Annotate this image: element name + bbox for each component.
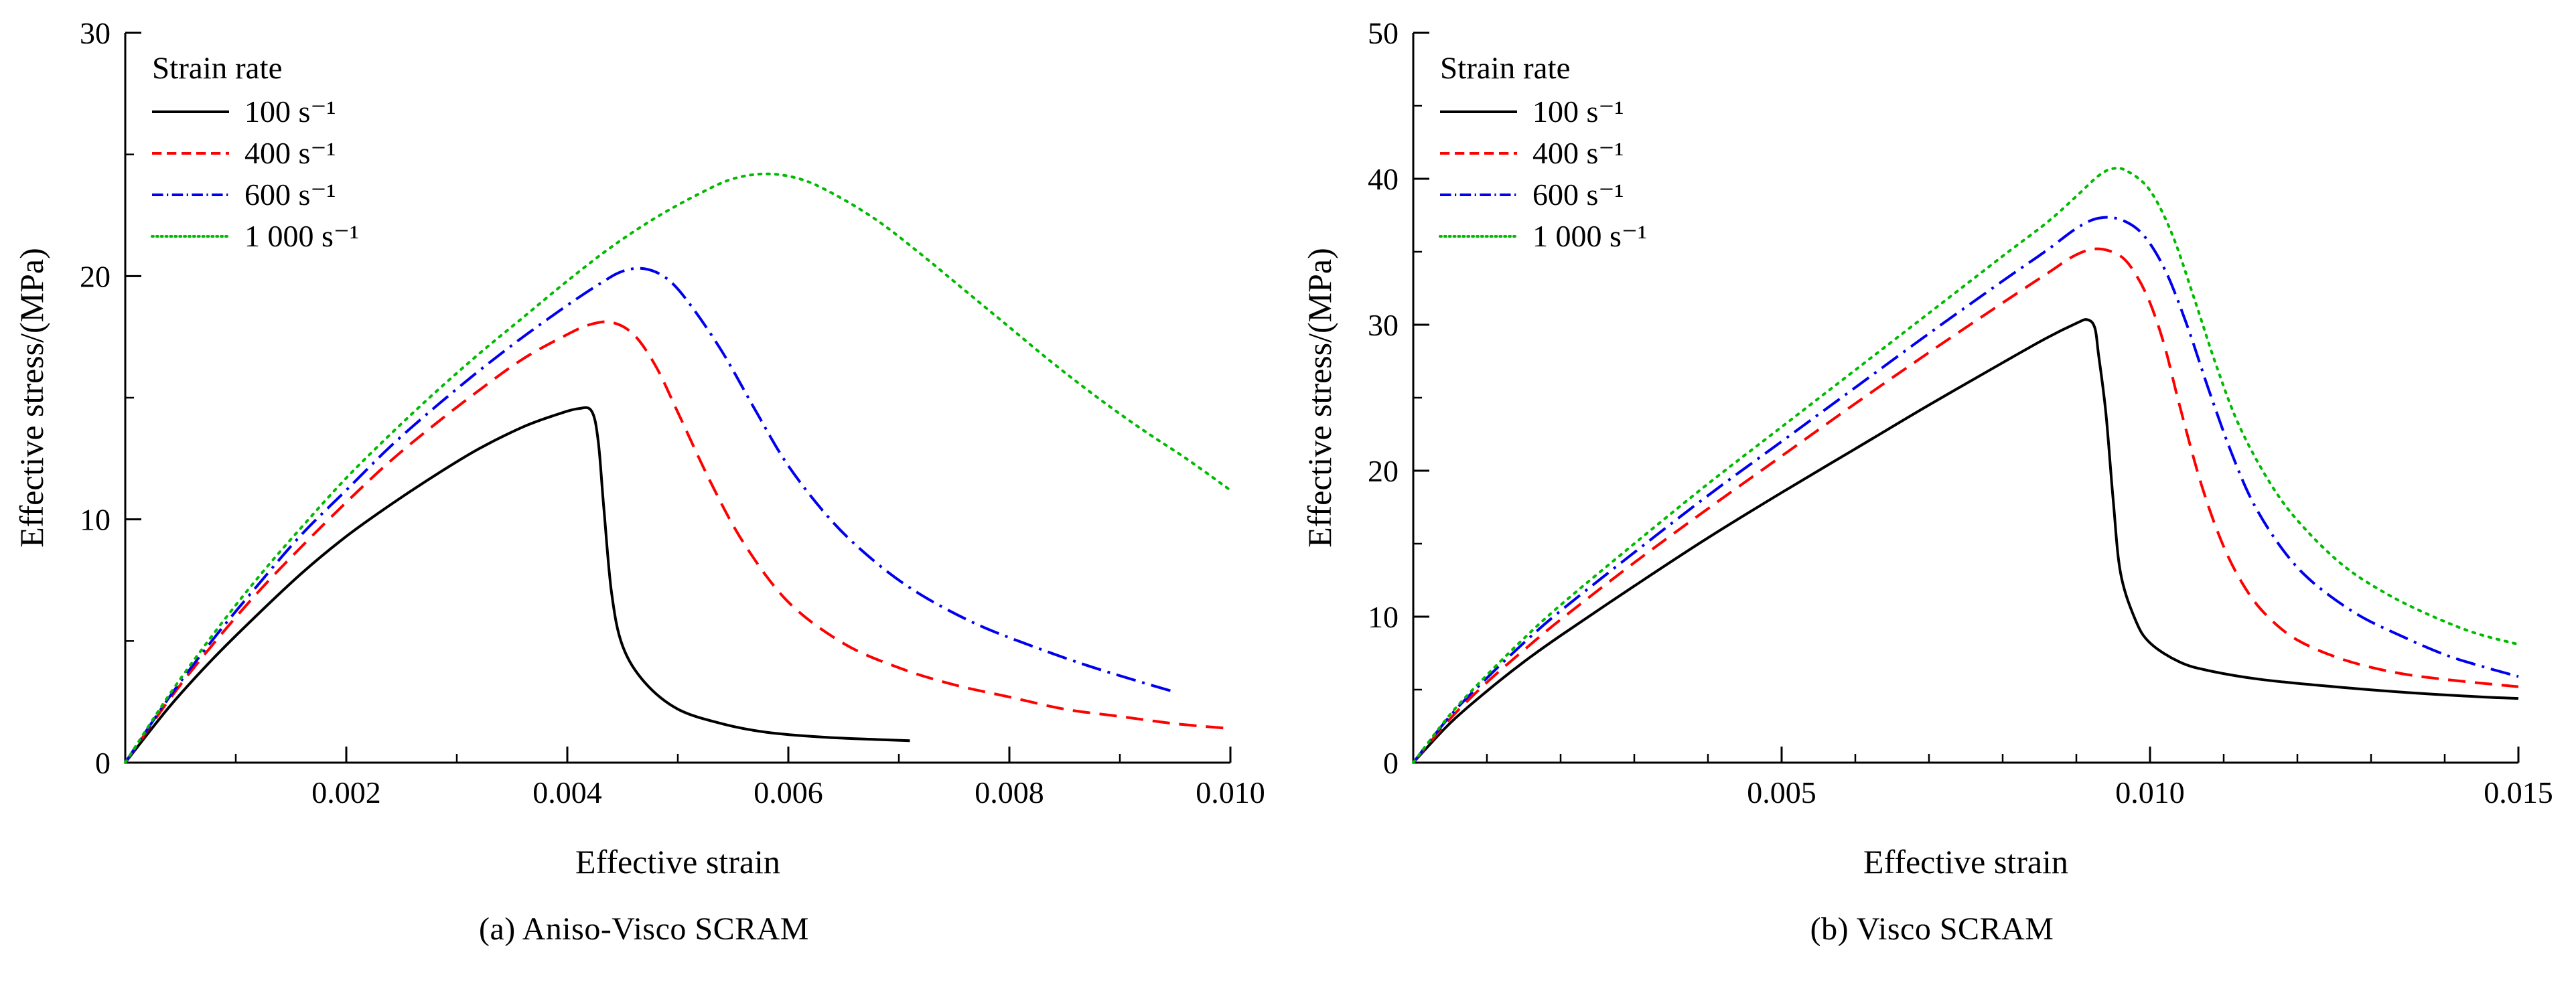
legend-entry-label: 600 s⁻¹ bbox=[1532, 177, 1624, 212]
y-tick-label: 50 bbox=[1368, 16, 1399, 50]
y-tick-label: 40 bbox=[1368, 162, 1399, 196]
x-tick-label: 0.004 bbox=[532, 775, 602, 810]
x-tick-label: 0.010 bbox=[2115, 775, 2185, 810]
series-curve-100 bbox=[123, 406, 910, 764]
legend-title: Strain rate bbox=[152, 51, 282, 86]
x-tick-label: 0.002 bbox=[311, 775, 381, 810]
chart-b-caption: (b) Visco SCRAM bbox=[1810, 911, 2054, 947]
legend-entry-label: 1 000 s⁻¹ bbox=[244, 219, 359, 253]
series-curve-1000 bbox=[1411, 167, 2520, 764]
x-tick-label: 0.005 bbox=[1747, 775, 1816, 810]
y-tick-label: 20 bbox=[1368, 454, 1399, 488]
y-tick-label: 30 bbox=[80, 16, 111, 50]
legend-title: Strain rate bbox=[1440, 51, 1570, 86]
chart-panel-b: 0.005 0.010 0.015 0 10 20 30 40 50 Effective stra… bbox=[1288, 0, 2576, 947]
series-curve-100 bbox=[1412, 318, 2518, 764]
chart-svg-b: 0.005 0.010 0.015 0 10 20 30 40 50 Effective stra… bbox=[1301, 16, 2553, 880]
series-curve-400 bbox=[1411, 247, 2518, 764]
y-tick-label: 10 bbox=[80, 503, 111, 537]
y-tick-label: 20 bbox=[80, 259, 111, 293]
legend-entry-label: 600 s⁻¹ bbox=[244, 177, 336, 212]
legend: Strain rate 100 s⁻¹ 400 s⁻¹ 600 s⁻¹ 1 000 s⁻… bbox=[150, 51, 359, 253]
series-curve-400 bbox=[123, 320, 1230, 764]
chart-a-plot: 0.002 0.004 0.006 0.008 0.010 0 10 20 30 Effectiv… bbox=[8, 9, 1281, 893]
chart-svg-a: 0.002 0.004 0.006 0.008 0.010 0 10 20 30 Effectiv… bbox=[13, 16, 1265, 880]
x-axis-label: Effective strain bbox=[575, 843, 780, 880]
legend-entry-label: 1 000 s⁻¹ bbox=[1532, 219, 1647, 253]
x-tick-label: 0.015 bbox=[2484, 775, 2553, 810]
y-tick-label: 30 bbox=[1368, 308, 1399, 342]
stress-strain-figure: 0.002 0.004 0.006 0.008 0.010 0 10 20 30 Effectiv… bbox=[0, 0, 2576, 947]
legend-entry-label: 400 s⁻¹ bbox=[244, 136, 336, 170]
legend: Strain rate 100 s⁻¹ 400 s⁻¹ 600 s⁻¹ 1 000 s⁻… bbox=[1438, 51, 1647, 253]
legend-entry-label: 100 s⁻¹ bbox=[1532, 94, 1624, 129]
y-axis-label: Effective stress/(MPa) bbox=[13, 248, 50, 548]
legend-entry-label: 400 s⁻¹ bbox=[1532, 136, 1624, 170]
x-axis-label: Effective strain bbox=[1863, 843, 2068, 880]
y-tick-label: 10 bbox=[1368, 600, 1399, 634]
legend-entry-label: 100 s⁻¹ bbox=[244, 94, 336, 129]
y-tick-label: 0 bbox=[1383, 746, 1399, 780]
series-curve-1000 bbox=[123, 172, 1232, 764]
x-tick-label: 0.010 bbox=[1196, 775, 1265, 810]
x-tick-label: 0.008 bbox=[975, 775, 1044, 810]
chart-panel-a: 0.002 0.004 0.006 0.008 0.010 0 10 20 30 Effectiv… bbox=[0, 0, 1288, 947]
y-tick-label: 0 bbox=[95, 746, 111, 780]
series-curve-600 bbox=[1411, 216, 2519, 764]
chart-a-caption: (a) Aniso-Visco SCRAM bbox=[479, 911, 809, 947]
series-curve-600 bbox=[123, 266, 1175, 764]
chart-b-plot: 0.005 0.010 0.015 0 10 20 30 40 50 Effective stra… bbox=[1296, 9, 2569, 893]
x-tick-label: 0.006 bbox=[754, 775, 823, 810]
y-axis-label: Effective stress/(MPa) bbox=[1301, 248, 1338, 548]
